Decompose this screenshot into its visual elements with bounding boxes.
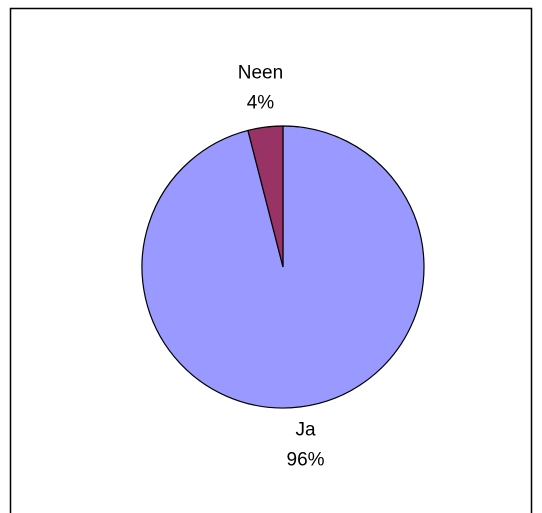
slice-value-label: 4% (247, 92, 275, 113)
slice-category-label: Neen (238, 62, 283, 83)
pie-slice (247, 125, 284, 268)
chart-frame (9, 7, 533, 513)
slice-category-label: Ja (296, 420, 317, 441)
slice-value-label: 96% (287, 450, 325, 471)
